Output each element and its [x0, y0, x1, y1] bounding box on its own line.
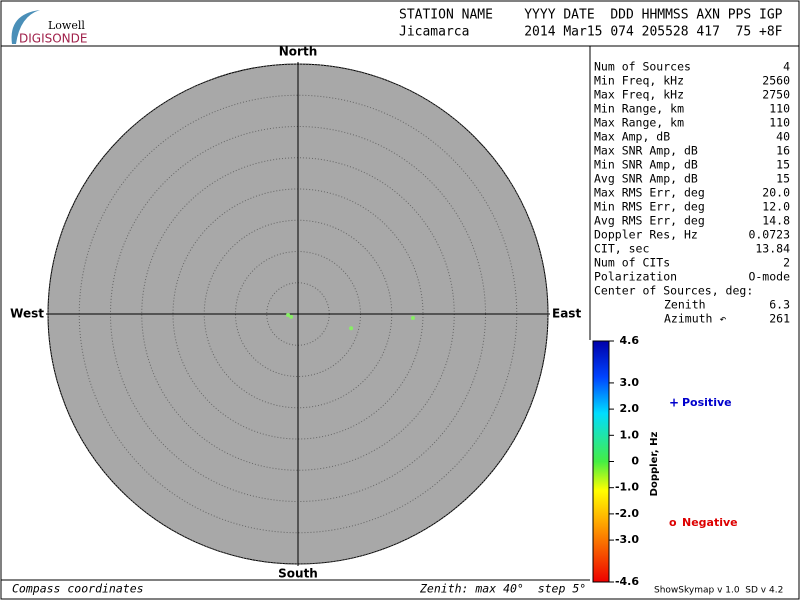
stat-value: 15	[776, 158, 790, 172]
stat-value: 12.0	[762, 200, 790, 214]
stat-label: Max RMS Err, deg	[594, 186, 705, 200]
stat-label: Avg SNR Amp, dB	[594, 172, 698, 186]
stat-value: 110	[769, 116, 790, 130]
stat-label: Center of Sources, deg:	[594, 284, 753, 298]
stat-value: 15	[776, 172, 790, 186]
source-point	[289, 314, 294, 319]
colorbar-label: Doppler, Hz	[649, 432, 660, 497]
colorbar-tick-label: -2.0	[615, 507, 639, 520]
direction-label: West	[10, 307, 44, 321]
stat-value: 2750	[762, 88, 790, 102]
stat-value: 2560	[762, 74, 790, 88]
legend-text: Positive	[682, 396, 732, 409]
logo-top: Lowell	[48, 19, 85, 32]
stat-value: 20.0	[762, 186, 790, 200]
legend-symbol: +	[669, 396, 679, 410]
stat-value: 40	[776, 130, 790, 144]
stat-label: Polarization	[594, 270, 677, 284]
stat-value: 16	[776, 144, 790, 158]
stat-label: Min SNR Amp, dB	[594, 158, 698, 172]
stat-label: Min Freq, kHz	[594, 74, 684, 88]
stat-label: Avg RMS Err, deg	[594, 214, 705, 228]
stat-value: 6.3	[769, 298, 790, 312]
stat-label: Max SNR Amp, dB	[594, 144, 698, 158]
legend-text: Negative	[682, 516, 738, 529]
footer-middle: Zenith: max 40° step 5°	[419, 582, 586, 596]
direction-label: North	[279, 45, 317, 59]
stat-label: Min Range, km	[594, 102, 684, 116]
colorbar-tick-label: -4.6	[615, 575, 639, 588]
colorbar-tick-label: -1.0	[615, 481, 639, 494]
stat-value: 261	[769, 312, 790, 326]
stat-label: Num of CITs	[594, 256, 670, 270]
footer-right: ShowSkymap v 1.0 SD v 4.2	[654, 586, 783, 596]
direction-label: South	[278, 567, 318, 581]
stat-value: 2	[783, 256, 790, 270]
colorbar-tick-label: 4.6	[620, 334, 640, 347]
colorbar	[592, 340, 610, 583]
colorbar-tick-label: -3.0	[615, 533, 639, 546]
stat-value: 13.84	[755, 242, 790, 256]
stat-label: Zenith	[664, 298, 706, 312]
stat-label: Max Range, km	[594, 116, 684, 130]
footer-left: Compass coordinates	[12, 582, 144, 596]
source-point	[410, 316, 415, 321]
stat-value: 4	[783, 60, 790, 74]
colorbar-tick-label: 0	[631, 455, 639, 468]
logo-bottom: DIGISONDE	[19, 32, 87, 46]
header-line: Jicamarca 2014 Mar15 074 205528 417 75 +…	[399, 25, 783, 40]
logo-swoosh	[11, 10, 40, 44]
stat-value: O-mode	[748, 270, 790, 284]
source-point	[286, 313, 291, 318]
stat-value: 14.8	[762, 214, 790, 228]
source-point	[349, 326, 354, 331]
stat-label: Min RMS Err, deg	[594, 200, 705, 214]
colorbar-tick-label: 2.0	[620, 402, 640, 415]
stat-label: Max Amp, dB	[594, 130, 670, 144]
colorbar-tick-label: 1.0	[620, 428, 640, 441]
stat-label: Num of Sources	[594, 60, 691, 74]
direction-label: East	[552, 307, 581, 321]
legend-symbol: o	[669, 516, 677, 529]
stat-label: Azimuth ↶	[664, 312, 726, 326]
colorbar-tick-label: 3.0	[620, 376, 640, 389]
stat-value: 0.0723	[748, 228, 790, 242]
stat-value: 110	[769, 102, 790, 116]
stat-label: CIT, sec	[594, 242, 649, 256]
header-line: STATION NAME YYYY DATE DDD HHMMSS AXN PP…	[399, 8, 783, 23]
stat-label: Doppler Res, Hz	[594, 228, 698, 242]
stat-label: Max Freq, kHz	[594, 88, 684, 102]
